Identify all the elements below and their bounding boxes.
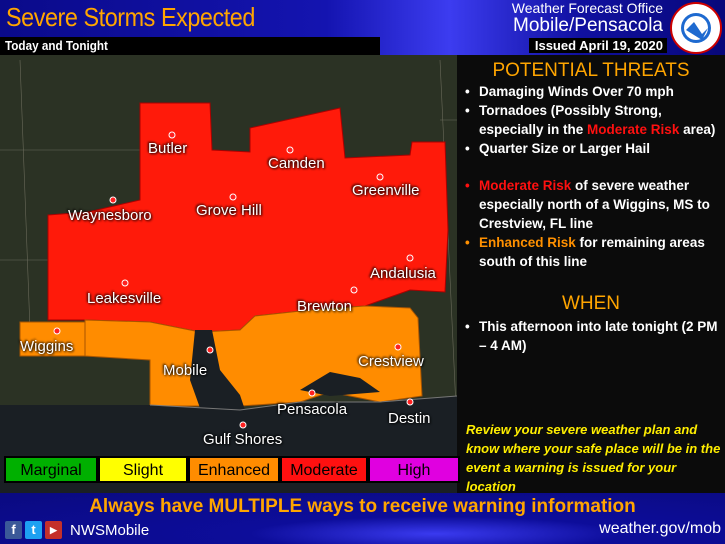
office-city: Mobile/Pensacola [513, 15, 663, 36]
city-label: Butler [148, 140, 188, 157]
city-marker [168, 131, 176, 139]
city-marker [406, 398, 414, 406]
legend-slight: Slight [99, 457, 187, 482]
info-panel: POTENTIAL THREATS Damaging Winds Over 70… [457, 55, 725, 495]
city-label: Crestview [358, 353, 424, 370]
threat-wind: Damaging Winds Over 70 mph [457, 82, 725, 101]
city-marker [121, 279, 129, 287]
footer-message: Always have MULTIPLE ways to receive war… [89, 496, 636, 517]
risk-legend: Marginal Slight Enhanced Moderate High [4, 456, 460, 483]
nws-logo-icon [670, 2, 722, 54]
subtitle-bar [0, 37, 380, 55]
facebook-icon[interactable]: f [5, 521, 22, 539]
city-marker [53, 327, 61, 335]
mobile-bay [190, 330, 245, 410]
city-label: Leakesville [87, 290, 162, 307]
city-label: Grove Hill [196, 202, 262, 219]
city-label: Waynesboro [68, 207, 152, 224]
city-marker [229, 193, 237, 201]
legend-enhanced: Enhanced [189, 457, 279, 482]
website-link[interactable]: weather.gov/mob [599, 520, 721, 537]
city-label: Pensacola [277, 401, 348, 418]
city-label: Destin [388, 410, 431, 427]
when-text: This afternoon into late tonight (2 PM –… [457, 317, 725, 355]
legend-high: High [369, 457, 459, 482]
city-label: Wiggins [20, 338, 74, 355]
coastline [149, 395, 458, 411]
social-handle[interactable]: NWSMobile [70, 521, 150, 539]
city-marker [206, 346, 214, 354]
city-label: Greenville [352, 182, 420, 199]
city-label: Andalusia [370, 265, 436, 282]
youtube-icon[interactable]: ▶ [45, 521, 62, 539]
moderate-risk-note: Moderate Risk of severe weather especial… [457, 176, 725, 233]
legend-moderate: Moderate [281, 457, 367, 482]
subtitle: Today and Tonight [5, 38, 108, 53]
threat-hail: Quarter Size or Larger Hail [457, 139, 725, 158]
city-marker [394, 343, 402, 351]
city-marker [376, 173, 384, 181]
city-marker [286, 146, 294, 154]
threats-heading: POTENTIAL THREATS [492, 60, 690, 81]
pensacola-bay [300, 372, 380, 396]
page-title: Severe Storms Expected [6, 2, 255, 32]
city-label: Mobile [163, 362, 208, 379]
city-marker [308, 389, 316, 397]
city-marker [239, 421, 247, 429]
safety-reminder: Review your severe weather plan and know… [466, 422, 721, 494]
city-marker [109, 196, 117, 204]
city-label: Brewton [297, 298, 353, 315]
social-links: f t ▶ NWSMobile [5, 521, 149, 539]
city-label: Gulf Shores [203, 431, 283, 448]
office-label: Weather Forecast Office [511, 0, 663, 16]
city-label: Camden [268, 155, 325, 172]
footer-banner [0, 493, 725, 544]
city-marker [406, 254, 414, 262]
wiggins-enhanced-area [19, 321, 86, 357]
legend-marginal: Marginal [5, 457, 97, 482]
issued-date: Issued April 19, 2020 [528, 38, 667, 53]
enhanced-risk-note: Enhanced Risk for remaining areas south … [457, 233, 725, 271]
threat-tornado: Tornadoes (Possibly Strong, especially i… [457, 101, 725, 139]
twitter-icon[interactable]: t [25, 521, 42, 539]
when-heading: WHEN [561, 293, 621, 314]
city-marker [350, 286, 358, 294]
